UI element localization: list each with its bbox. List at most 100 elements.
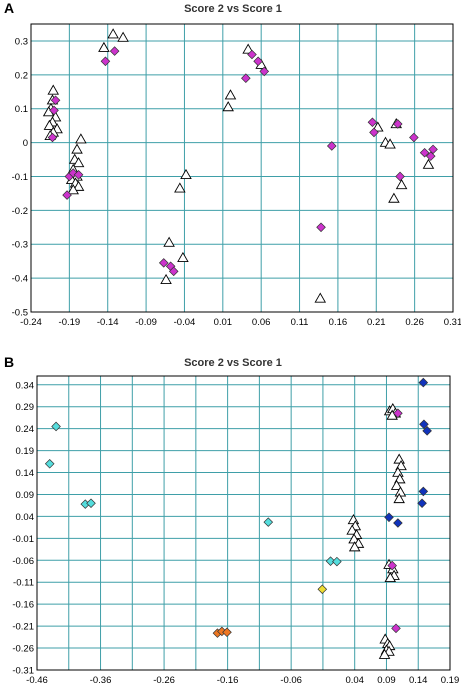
panel-a-diamond-point (392, 119, 403, 129)
panel-b-triangle-point (378, 648, 391, 659)
panel-a-points (42, 28, 438, 303)
panel-b-triangle-point (394, 473, 406, 484)
panel-b-diamond-point (418, 377, 429, 388)
panel-b-grid (36, 376, 451, 671)
panel-a-diamond-point (47, 132, 58, 143)
panel-a-triangle-point (395, 179, 408, 190)
panel-a-x-tick-label: 0.06 (252, 317, 271, 328)
panel-a-diamond-point (253, 56, 263, 67)
panel-b-diamond-point (387, 560, 397, 571)
panel-a-diamond-point (326, 141, 337, 151)
panel-a-triangle-point (224, 89, 237, 100)
panel-b-triangle-point (390, 479, 403, 490)
panel-a-diamond-point (247, 49, 257, 60)
panel-b-diamond-point (393, 408, 403, 419)
panel-b-triangle-point (384, 571, 397, 583)
panel-a-y-tick-label: -0.2 (12, 206, 28, 217)
panel-a-y-ticks: 0.3 0.2 0.1 0 -0.1 -0.2 -0.3 -0.4 -0.5 (12, 36, 28, 318)
panel-b-chart: B Score 2 vs Score 1 -0.46 -0.36 -0.26 -0.1… (4, 354, 459, 686)
panel-b-title: Score 2 vs Score 1 (184, 357, 282, 369)
panel-b-diamond-point (422, 426, 432, 436)
panel-b-y-tick-label: 0.04 (16, 512, 35, 523)
panel-a-triangle-point (71, 143, 83, 154)
panel-a-y-tick-label: 0.1 (15, 104, 28, 115)
panel-b-diamond-point (332, 556, 342, 567)
panel-a-diamond-point (316, 222, 326, 233)
panel-a-y-tick-label: 0.3 (15, 36, 28, 47)
panel-b-triangle-point (346, 524, 358, 535)
panel-a-diamond-point (395, 171, 405, 182)
panel-b-points (44, 377, 432, 659)
panel-a-diamond-point (367, 117, 378, 128)
panel-a-title: Score 2 vs Score 1 (184, 3, 282, 15)
panel-a-triangle-point (242, 43, 254, 54)
panel-a-triangle-point (163, 236, 175, 247)
panel-a-triangle-point (177, 251, 189, 262)
panel-a-triangle-point (47, 84, 60, 95)
panel-b-x-tick-label: -0.46 (26, 675, 48, 686)
panel-b-diamond-point (222, 627, 232, 638)
panel-a-plot-border (30, 23, 454, 313)
panel-a-x-ticks: -0.24 -0.19 -0.14 -0.09 -0.04 0.01 0.06 0.11 0.1… (20, 317, 461, 328)
panel-a-triangle-point (43, 119, 56, 130)
panel-a-x-tick-label: 0.26 (405, 317, 424, 328)
panel-b-diamond-point (263, 517, 274, 527)
panel-a-x-tick-label: 0.21 (367, 317, 386, 328)
panel-b-x-ticks: -0.46 -0.36 -0.26 -0.16 -0.06 0.04 0.09 0.14 0.1… (26, 675, 459, 686)
panel-a-diamond-point (259, 66, 270, 77)
panel-b-diamond-point (391, 623, 401, 634)
panel-a-x-tick-label: -0.14 (97, 317, 119, 328)
panel-a-grid (30, 24, 454, 313)
panel-a-triangle-point (98, 41, 110, 52)
panel-b-x-tick-label: 0.14 (409, 675, 428, 686)
panel-a-letter: A (4, 0, 14, 16)
panel-b-diamond-point (418, 486, 429, 497)
panel-b-y-tick-label: 0.29 (16, 402, 35, 413)
panel-a-triangle-point (72, 180, 85, 191)
panel-b-y-tick-label: -0.21 (12, 622, 34, 633)
panel-b-diamond-point (417, 498, 427, 509)
panel-a-y-tick-label: 0.2 (15, 70, 28, 81)
panel-b-x-tick-label: 0.19 (441, 675, 460, 686)
panel-a-y-tick-label: -0.3 (12, 240, 28, 251)
panel-a-diamond-point (100, 56, 111, 67)
panel-a-y-tick-label: -0.5 (12, 308, 28, 319)
panel-b-x-tick-label: -0.26 (153, 675, 175, 686)
panel-b-triangle-point (393, 453, 405, 464)
panel-b-y-tick-label: -0.16 (12, 600, 34, 611)
panel-b-x-tick-label: -0.06 (280, 675, 302, 686)
panel-a-triangle-point (72, 157, 85, 168)
panel-a-diamond-point (241, 73, 251, 84)
panel-b-y-tick-label: -0.26 (12, 644, 34, 655)
panel-b-diamond-point (317, 584, 328, 595)
panel-b-y-tick-label: 0.09 (16, 490, 35, 501)
panel-b-y-tick-label: 0.14 (16, 468, 35, 479)
panel-a-x-tick-label: 0.01 (214, 317, 233, 328)
panel-b-letter: B (4, 354, 14, 370)
panel-b-y-tick-label: 0.24 (16, 424, 35, 435)
panel-a-x-tick-label: -0.24 (20, 317, 42, 328)
panel-a-triangle-point (384, 138, 396, 149)
panel-b-x-tick-label: 0.04 (345, 675, 364, 686)
panel-a-triangle-point (75, 133, 87, 144)
panel-a-x-tick-label: -0.19 (59, 317, 81, 328)
panel-b-x-tick-label: -0.36 (90, 675, 112, 686)
panel-a-triangle-point (388, 192, 400, 203)
panel-a-triangle-point (174, 182, 186, 193)
panel-a-triangle-point (314, 292, 327, 303)
panel-b-y-tick-label: -0.06 (12, 556, 34, 567)
panel-a-y-tick-label: -0.4 (12, 274, 28, 285)
panel-b-diamond-point (384, 512, 394, 523)
panel-b-x-tick-label: 0.09 (377, 675, 396, 686)
panel-a-diamond-point (168, 266, 179, 277)
panel-a-diamond-point (428, 144, 438, 155)
panel-a-x-tick-label: 0.11 (291, 317, 309, 328)
panel-a-diamond-point (158, 258, 169, 268)
panel-a-triangle-point (117, 31, 129, 42)
panel-a-x-tick-label: -0.04 (174, 317, 196, 328)
panel-a-triangle-point (160, 273, 172, 285)
panel-a-x-tick-label: -0.09 (135, 317, 157, 328)
panel-b-diamond-point (86, 498, 96, 509)
panel-a-diamond-point (50, 95, 61, 106)
